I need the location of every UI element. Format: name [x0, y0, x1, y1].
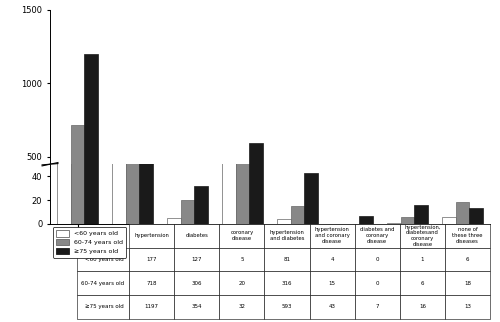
Bar	[112, 72, 126, 224]
Bar	[126, 185, 140, 231]
Bar	[112, 212, 126, 231]
Bar	[140, 0, 153, 224]
Bar	[304, 173, 318, 224]
Bar	[456, 228, 469, 231]
Bar	[290, 228, 304, 231]
Bar	[414, 205, 428, 224]
Bar	[360, 215, 373, 224]
Bar	[167, 218, 180, 224]
Bar	[456, 203, 469, 224]
Bar	[277, 219, 290, 224]
Bar	[84, 0, 98, 224]
Bar	[414, 228, 428, 231]
Bar	[290, 206, 304, 224]
Bar	[70, 125, 85, 231]
Bar	[400, 217, 414, 224]
Bar	[222, 127, 235, 224]
Bar	[250, 0, 263, 224]
Bar	[84, 54, 98, 231]
Bar	[277, 230, 290, 231]
Bar	[70, 0, 85, 224]
Bar	[126, 0, 140, 224]
Bar	[470, 229, 483, 231]
Bar	[194, 186, 208, 224]
Bar	[57, 204, 70, 231]
Bar	[222, 219, 235, 231]
Bar	[167, 230, 180, 231]
Bar	[400, 230, 414, 231]
Bar	[180, 200, 194, 224]
Bar	[140, 178, 153, 231]
Bar	[304, 224, 318, 231]
Bar	[360, 230, 373, 231]
Bar	[194, 226, 208, 231]
Bar	[236, 184, 250, 231]
Bar	[57, 13, 70, 224]
Bar	[250, 143, 263, 231]
Bar	[180, 228, 194, 231]
Legend: <60 years old, 60-74 years old, ≥75 years old: <60 years old, 60-74 years old, ≥75 year…	[53, 227, 126, 258]
Bar	[442, 217, 456, 224]
Bar	[387, 223, 400, 224]
Bar	[470, 208, 483, 224]
Bar	[236, 0, 250, 224]
Bar	[442, 230, 456, 231]
